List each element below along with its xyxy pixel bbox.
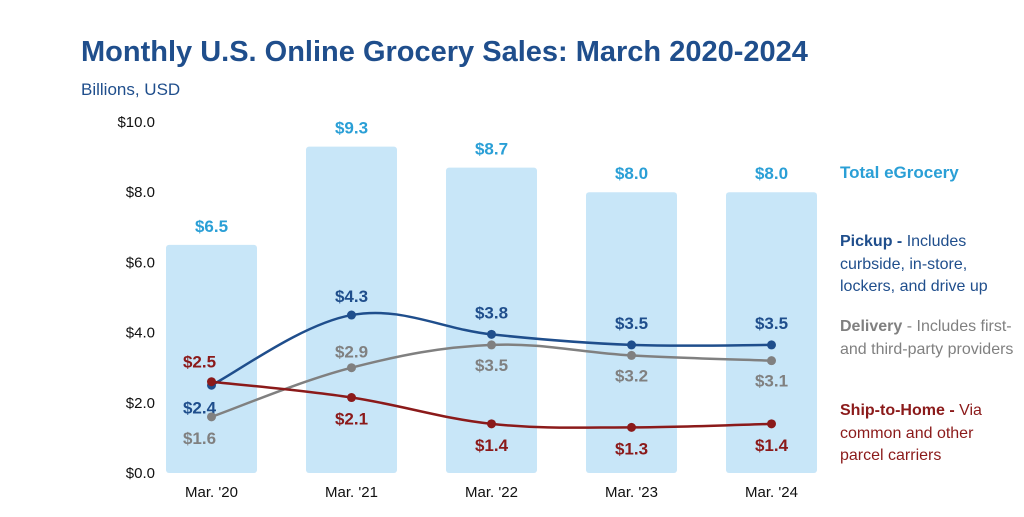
point-pickup: [767, 340, 776, 350]
chart-title: Monthly U.S. Online Grocery Sales: March…: [81, 36, 808, 68]
legend-ship-desc: Via common and other parcel carriers: [840, 402, 982, 464]
label-ship-to-home: $2.5: [183, 353, 216, 372]
bar-total-egrocery: [306, 146, 397, 473]
label-delivery: $1.6: [183, 429, 216, 448]
label-delivery: $3.5: [475, 356, 508, 375]
bar-total-egrocery: [166, 244, 257, 473]
point-ship-to-home: [627, 422, 636, 432]
bar-value-label: $8.7: [475, 140, 508, 159]
point-ship-to-home: [487, 419, 496, 429]
label-ship-to-home: $2.1: [335, 410, 368, 429]
legend-ship-name: Ship-to-Home -: [840, 402, 955, 419]
legend-pickup-name: Pickup -: [840, 233, 903, 250]
point-delivery: [207, 412, 216, 422]
label-pickup: $3.5: [755, 314, 788, 333]
y-tick-label: $0.0: [126, 465, 155, 482]
label-pickup: $4.3: [335, 287, 368, 306]
label-delivery: $3.2: [615, 366, 648, 385]
point-ship-to-home: [347, 393, 356, 403]
legend-delivery-name: Delivery: [840, 318, 903, 335]
legend-delivery-desc: - Includes first- and third-party provid…: [840, 318, 1014, 358]
legend-ship: Ship-to-Home - Via common and other parc…: [840, 400, 1020, 468]
bar-value-label: $9.3: [335, 119, 368, 138]
y-tick-label: $8.0: [126, 184, 155, 201]
x-tick-label: Mar. '22: [465, 484, 518, 501]
label-ship-to-home: $1.4: [475, 436, 509, 455]
bar-total-egrocery: [446, 167, 537, 473]
point-delivery: [767, 356, 776, 366]
legend-total: Total eGrocery: [840, 162, 959, 185]
label-pickup: $3.5: [615, 314, 648, 333]
label-delivery: $3.1: [755, 372, 788, 391]
point-pickup: [627, 340, 636, 350]
legend-pickup: Pickup - Includes curbside, in-store, lo…: [840, 231, 1020, 299]
point-delivery: [347, 363, 356, 373]
bar-total-egrocery: [726, 192, 817, 473]
label-ship-to-home: $1.3: [615, 439, 648, 458]
label-pickup: $3.8: [475, 303, 508, 322]
y-tick-label: $10.0: [117, 114, 155, 131]
point-pickup: [487, 329, 496, 339]
x-tick-label: Mar. '24: [745, 484, 798, 501]
legend-total-name: Total eGrocery: [840, 163, 959, 182]
legend-delivery: Delivery - Includes first- and third-par…: [840, 316, 1020, 361]
y-tick-label: $2.0: [126, 395, 155, 412]
point-ship-to-home: [207, 377, 216, 387]
x-tick-label: Mar. '21: [325, 484, 378, 501]
bar-value-label: $8.0: [615, 164, 648, 183]
label-pickup: $2.4: [183, 398, 217, 417]
bar-total-egrocery: [586, 192, 677, 473]
label-delivery: $2.9: [335, 343, 368, 362]
y-tick-label: $4.0: [126, 325, 155, 342]
point-pickup: [347, 310, 356, 320]
bar-value-label: $8.0: [755, 164, 788, 183]
legend-pickup-desc: Includes curbside, in-store, lockers, an…: [840, 233, 988, 295]
point-delivery: [627, 350, 636, 360]
bar-value-label: $6.5: [195, 217, 228, 236]
chart-subtitle: Billions, USD: [81, 80, 181, 99]
x-tick-label: Mar. '23: [605, 484, 658, 501]
x-tick-label: Mar. '20: [185, 484, 238, 501]
label-ship-to-home: $1.4: [755, 436, 789, 455]
point-ship-to-home: [767, 419, 776, 429]
y-tick-label: $6.0: [126, 254, 155, 271]
point-delivery: [487, 340, 496, 350]
